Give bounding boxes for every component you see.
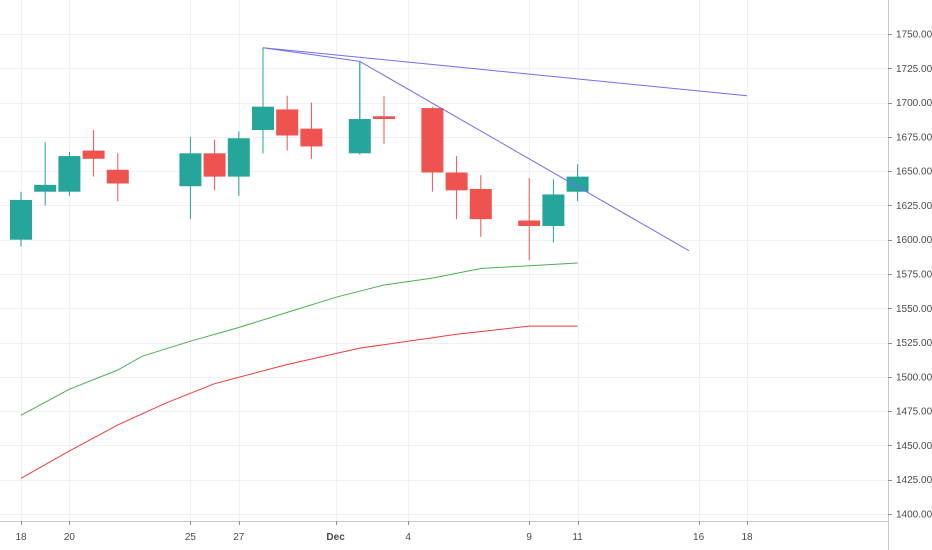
candle-body: [445, 172, 468, 191]
candle: [106, 153, 129, 202]
price-tick-label: 1500.00: [896, 372, 932, 383]
price-tick-label: 1525.00: [896, 338, 932, 349]
moving-average-line: [20, 262, 578, 416]
candle: [203, 139, 226, 191]
candle: [542, 179, 565, 243]
time-tick-label: 27: [233, 532, 245, 543]
candle-body: [469, 188, 492, 220]
candles: [10, 61, 589, 261]
candle-body: [566, 176, 589, 192]
candle: [469, 175, 492, 237]
candle-body: [106, 169, 129, 184]
price-tick-label: 1725.00: [896, 64, 932, 75]
time-tick-label: Dec: [326, 532, 345, 543]
price-tick-label: 1425.00: [896, 475, 932, 486]
candle: [58, 151, 81, 196]
candle: [300, 102, 323, 159]
candle: [566, 164, 589, 202]
grid: [0, 0, 888, 521]
candle-body: [58, 156, 81, 192]
time-tick-label: 25: [185, 532, 197, 543]
trendline: [262, 47, 748, 97]
price-tick-label: 1575.00: [896, 270, 932, 281]
price-tick-label: 1700.00: [896, 98, 932, 109]
candle: [179, 136, 202, 220]
price-tick-label: 1750.00: [896, 30, 932, 41]
candle-body: [542, 194, 565, 226]
time-axis[interactable]: 18 20 25 27 Dec 4 9 11 16 18: [0, 521, 888, 543]
price-tick-label: 1600.00: [896, 235, 932, 246]
time-tick-label: 20: [64, 532, 76, 543]
candle: [34, 142, 57, 206]
candle-body: [276, 109, 299, 136]
price-tick-label: 1450.00: [896, 441, 932, 452]
moving-average-line: [20, 325, 578, 479]
candle-body: [10, 199, 32, 240]
candle-body: [421, 108, 444, 173]
candle-body: [34, 184, 57, 192]
trendline: [262, 47, 360, 62]
candle: [82, 130, 105, 177]
candle: [421, 106, 444, 192]
candle: [227, 131, 250, 196]
time-tick-label: 11: [572, 532, 583, 543]
time-tick-label: 18: [15, 532, 27, 543]
candle: [373, 95, 395, 144]
trendline: [359, 60, 690, 252]
candle-body: [203, 153, 226, 177]
candle: [276, 95, 299, 151]
candle: [10, 191, 32, 247]
price-tick-label: 1650.00: [896, 167, 932, 178]
candle-body: [179, 153, 202, 187]
candle-body: [300, 128, 323, 147]
candle: [445, 156, 468, 220]
price-tick-label: 1400.00: [896, 510, 932, 521]
candle-body: [518, 220, 541, 226]
candle-body: [82, 150, 105, 159]
moving-average-lines: [20, 262, 578, 479]
trendlines: [262, 47, 748, 252]
price-tick-label: 1475.00: [896, 407, 932, 418]
candle-body: [227, 138, 250, 177]
candle: [518, 178, 541, 261]
candle-body: [373, 116, 395, 120]
price-tick-label: 1625.00: [896, 201, 932, 212]
time-tick-label: 9: [526, 532, 532, 543]
candle-body: [348, 119, 371, 154]
time-tick-label: 18: [741, 532, 753, 543]
time-tick-label: 16: [693, 532, 705, 543]
price-tick-label: 1675.00: [896, 132, 932, 143]
candle: [252, 105, 274, 154]
price-tick-label: 1550.00: [896, 304, 932, 315]
price-axis[interactable]: 1400.00 1425.00 1450.00 1475.00 1500.00 1525.…: [888, 0, 932, 550]
time-tick-label: 4: [405, 532, 411, 543]
candle-body: [252, 106, 274, 130]
